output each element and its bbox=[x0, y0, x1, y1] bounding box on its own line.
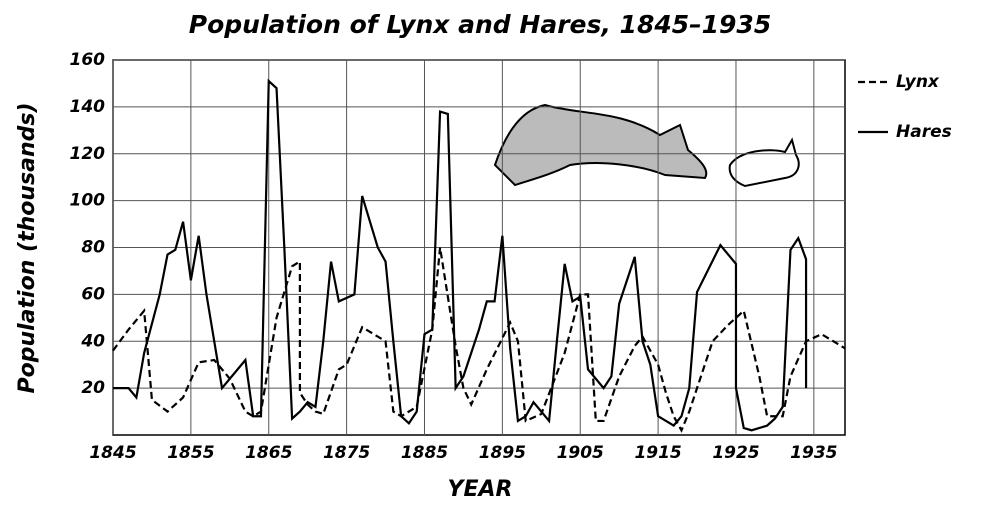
x-tick-label: 1885 bbox=[401, 443, 448, 463]
x-tick-label: 1855 bbox=[167, 443, 214, 463]
lynx-illustration bbox=[495, 105, 706, 185]
y-tick-label: 100 bbox=[70, 191, 106, 211]
y-tick-label: 20 bbox=[81, 378, 105, 398]
x-tick-label: 1935 bbox=[790, 443, 837, 463]
x-axis-title: YEAR bbox=[448, 477, 513, 502]
hare-illustration bbox=[730, 140, 799, 186]
y-tick-label: 160 bbox=[70, 50, 106, 70]
x-tick-label: 1895 bbox=[479, 443, 526, 463]
y-tick-label: 40 bbox=[80, 331, 105, 351]
x-tick-label: 1915 bbox=[634, 443, 681, 463]
y-tick-label: 80 bbox=[81, 238, 105, 258]
y-tick-label: 140 bbox=[70, 97, 106, 117]
series-line bbox=[113, 81, 806, 430]
y-axis-title: Population (thousands) bbox=[15, 102, 40, 393]
x-tick-label: 1845 bbox=[89, 443, 136, 463]
y-tick-label: 60 bbox=[81, 284, 105, 304]
x-tick-label: 1925 bbox=[712, 443, 759, 463]
chart-title: Population of Lynx and Hares, 1845–1935 bbox=[189, 10, 771, 39]
legend-label: Lynx bbox=[896, 72, 940, 92]
y-tick-label: 120 bbox=[70, 144, 106, 164]
x-tick-label: 1905 bbox=[557, 443, 604, 463]
x-tick-label: 1865 bbox=[245, 443, 292, 463]
legend-label: Hares bbox=[896, 122, 952, 142]
chart: Population of Lynx and Hares, 1845–1935 … bbox=[0, 0, 990, 502]
x-tick-label: 1875 bbox=[323, 443, 370, 463]
